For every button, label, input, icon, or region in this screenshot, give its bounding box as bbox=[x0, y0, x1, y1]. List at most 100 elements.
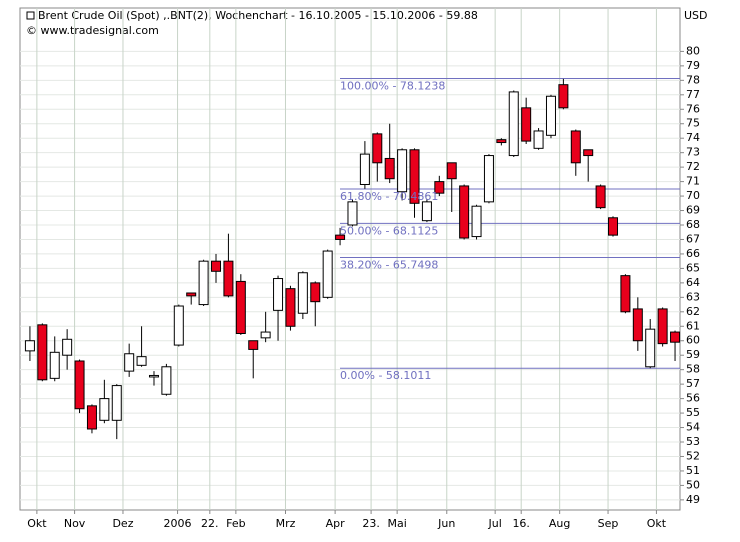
y-tick-label: 50 bbox=[686, 478, 700, 491]
y-tick-label: 79 bbox=[686, 59, 700, 72]
y-tick-label: 65 bbox=[686, 261, 700, 274]
y-tick-label: 56 bbox=[686, 392, 700, 405]
candle-body bbox=[223, 260, 234, 297]
candle-body bbox=[161, 366, 172, 395]
x-tick-label: Mai bbox=[387, 517, 406, 530]
y-tick-label: 74 bbox=[686, 131, 700, 144]
x-tick-label: Jun bbox=[437, 517, 455, 530]
x-tick-label: Okt bbox=[27, 517, 47, 530]
candle-body bbox=[570, 130, 581, 164]
x-tick-label: Jul bbox=[488, 517, 502, 530]
plot-frame bbox=[19, 7, 681, 511]
y-tick-label: 78 bbox=[686, 73, 700, 86]
y-tick-label: 76 bbox=[686, 102, 700, 115]
candle-body bbox=[521, 107, 532, 142]
candle-body bbox=[235, 280, 246, 335]
candle-body bbox=[111, 385, 122, 421]
candle-body bbox=[173, 305, 184, 346]
candle-body bbox=[545, 95, 556, 136]
candle-body bbox=[657, 308, 668, 345]
candle-body bbox=[186, 292, 197, 297]
candle-body bbox=[459, 185, 470, 239]
candle-body bbox=[37, 324, 48, 381]
y-tick-label: 62 bbox=[686, 305, 700, 318]
x-tick-label: Mrz bbox=[276, 517, 296, 530]
y-tick-label: 75 bbox=[686, 117, 700, 130]
x-tick-label: Sep bbox=[598, 517, 619, 530]
candle-body bbox=[124, 353, 135, 372]
fib-label: 38.20% - 65.7498 bbox=[340, 259, 438, 272]
x-tick-label: Feb bbox=[226, 517, 245, 530]
y-tick-label: 55 bbox=[686, 406, 700, 419]
title-icon bbox=[26, 11, 35, 20]
y-tick-label: 70 bbox=[686, 189, 700, 202]
y-tick-label: 63 bbox=[686, 290, 700, 303]
y-axis-label: USD bbox=[684, 9, 708, 22]
candle-body bbox=[595, 185, 606, 209]
candle-body bbox=[608, 217, 619, 236]
x-tick-label: 16. bbox=[512, 517, 530, 530]
candle-body bbox=[620, 275, 631, 313]
candle-body bbox=[397, 149, 408, 193]
candle-body bbox=[409, 149, 420, 204]
candle-body bbox=[496, 139, 507, 144]
y-tick-label: 77 bbox=[686, 88, 700, 101]
candle-body bbox=[483, 155, 494, 203]
candle-body bbox=[471, 205, 482, 238]
candle-body bbox=[446, 162, 457, 180]
candle-body bbox=[421, 201, 432, 222]
chart-subtitle: © www.tradesignal.com bbox=[26, 24, 159, 37]
candle-body bbox=[335, 234, 346, 240]
fib-label: 0.00% - 58.1011 bbox=[340, 369, 431, 382]
y-tick-label: 69 bbox=[686, 204, 700, 217]
fib-label: 100.00% - 78.1238 bbox=[340, 80, 445, 93]
candle-body bbox=[260, 331, 271, 339]
y-tick-label: 73 bbox=[686, 146, 700, 159]
candle-body bbox=[508, 91, 519, 157]
candle-body bbox=[384, 157, 395, 180]
fib-label: 50.00% - 68.1125 bbox=[340, 224, 438, 237]
candle-body bbox=[359, 153, 370, 185]
x-tick-label: 2006 bbox=[164, 517, 192, 530]
y-tick-label: 67 bbox=[686, 232, 700, 245]
candle-body bbox=[347, 201, 358, 226]
x-tick-label: 22. bbox=[201, 517, 219, 530]
y-tick-label: 71 bbox=[686, 175, 700, 188]
candle-body bbox=[62, 338, 73, 356]
candle-body bbox=[632, 308, 643, 342]
candle-body bbox=[285, 288, 296, 327]
chart-title: Brent Crude Oil (Spot) ,.BNT(2), Wochenc… bbox=[38, 9, 478, 22]
candle-body bbox=[99, 398, 110, 421]
y-tick-label: 57 bbox=[686, 377, 700, 390]
candle-body bbox=[322, 250, 333, 298]
candle-body bbox=[49, 351, 60, 379]
candle-body bbox=[558, 84, 569, 109]
candle-body bbox=[583, 149, 594, 157]
candle-body bbox=[86, 405, 97, 430]
candle-body bbox=[198, 260, 209, 306]
y-tick-label: 80 bbox=[686, 44, 700, 57]
x-tick-label: Apr bbox=[326, 517, 346, 530]
y-tick-label: 51 bbox=[686, 464, 700, 477]
y-tick-label: 66 bbox=[686, 247, 700, 260]
candle-body bbox=[310, 282, 321, 303]
y-tick-label: 64 bbox=[686, 276, 700, 289]
y-tick-label: 49 bbox=[686, 493, 700, 506]
y-tick-label: 60 bbox=[686, 334, 700, 347]
x-tick-label: 23. bbox=[362, 517, 380, 530]
candle-body bbox=[434, 181, 445, 194]
y-tick-label: 68 bbox=[686, 218, 700, 231]
y-tick-label: 54 bbox=[686, 421, 700, 434]
y-tick-label: 58 bbox=[686, 363, 700, 376]
x-tick-label: Nov bbox=[64, 517, 86, 530]
y-tick-label: 72 bbox=[686, 160, 700, 173]
candle-body bbox=[148, 374, 159, 378]
candle-body bbox=[74, 360, 85, 410]
candle-body bbox=[297, 272, 308, 314]
candle-body bbox=[372, 133, 383, 164]
y-tick-label: 53 bbox=[686, 435, 700, 448]
candle-body bbox=[273, 278, 284, 311]
candle-body bbox=[248, 340, 259, 350]
x-tick-label: Dez bbox=[112, 517, 133, 530]
